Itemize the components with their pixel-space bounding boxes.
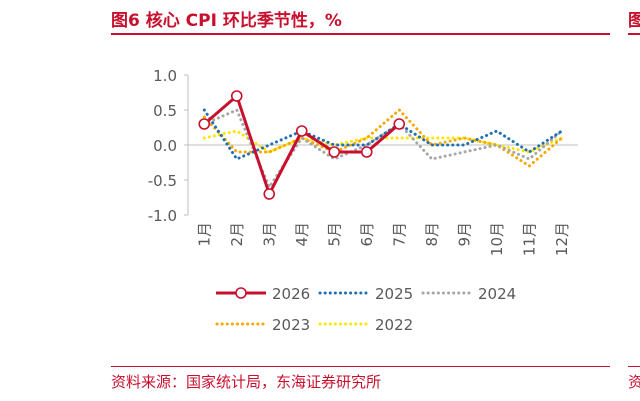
y-tick-label: 1.0 xyxy=(153,67,177,85)
x-tick-label: 11月 xyxy=(520,222,538,256)
legend-item-2022: 2022 xyxy=(318,316,413,334)
data-point-2026 xyxy=(295,125,308,137)
x-tick-label: 7月 xyxy=(390,222,408,247)
legend-label-2022: 2022 xyxy=(375,316,413,334)
x-tick-label: 4月 xyxy=(293,222,311,247)
x-tick-label: 10月 xyxy=(488,222,506,256)
legend-label-2025: 2025 xyxy=(375,285,413,303)
data-point-2026 xyxy=(263,188,276,200)
legend-label-2023: 2023 xyxy=(272,316,310,334)
legend: 2026 2025 2024 2023 2022 xyxy=(215,285,516,334)
data-point-2026 xyxy=(393,118,406,130)
legend-item-2025: 2025 xyxy=(318,285,413,303)
legend-label-2026: 2026 xyxy=(272,285,310,303)
y-tick-label: -1.0 xyxy=(148,207,177,225)
series-line-2025 xyxy=(202,108,564,161)
y-tick-label: -0.5 xyxy=(148,172,177,190)
title-rule xyxy=(111,33,610,35)
x-tick-label: 9月 xyxy=(455,222,473,247)
data-point-2026 xyxy=(328,146,341,158)
x-tick-label: 2月 xyxy=(228,222,246,247)
next-figure-footer-rule xyxy=(628,366,640,367)
x-tick-label: 1月 xyxy=(195,222,213,247)
data-point-2026 xyxy=(198,118,211,130)
legend-label-2024: 2024 xyxy=(478,285,516,303)
x-tick-label: 8月 xyxy=(423,222,441,247)
x-tick-label: 5月 xyxy=(325,222,343,247)
figure-title: 图6 核心 CPI 环比季节性，% xyxy=(111,11,342,31)
y-tick-label: 0.0 xyxy=(153,137,177,155)
x-tick-label: 12月 xyxy=(553,222,571,256)
data-point-2026 xyxy=(360,146,373,158)
legend-marker-2026 xyxy=(235,287,247,299)
legend-item-2026: 2026 xyxy=(216,285,310,303)
series-line-2023 xyxy=(202,107,564,168)
data-point-2026 xyxy=(230,90,243,102)
next-figure-source-fragment: 资 xyxy=(628,373,640,391)
x-tick-label: 3月 xyxy=(260,222,278,247)
axes-layer: 1.0 0.5 0.0 -0.5 -1.0 1月 2月 3月 4月 5月 6月 7月 8月 9月 10月 11… xyxy=(148,67,578,256)
y-tick-label: 0.5 xyxy=(153,102,177,120)
legend-item-2024: 2024 xyxy=(421,285,516,303)
series-line-2024 xyxy=(202,108,564,191)
x-tick-label: 6月 xyxy=(358,222,376,247)
footer-rule xyxy=(111,366,610,367)
source-note: 资料来源：国家统计局，东海证券研究所 xyxy=(111,373,382,391)
next-figure-title-fragment: 图 xyxy=(628,11,640,31)
series-layer xyxy=(198,90,564,200)
next-figure-rule xyxy=(628,33,640,35)
legend-item-2023: 2023 xyxy=(215,316,310,334)
